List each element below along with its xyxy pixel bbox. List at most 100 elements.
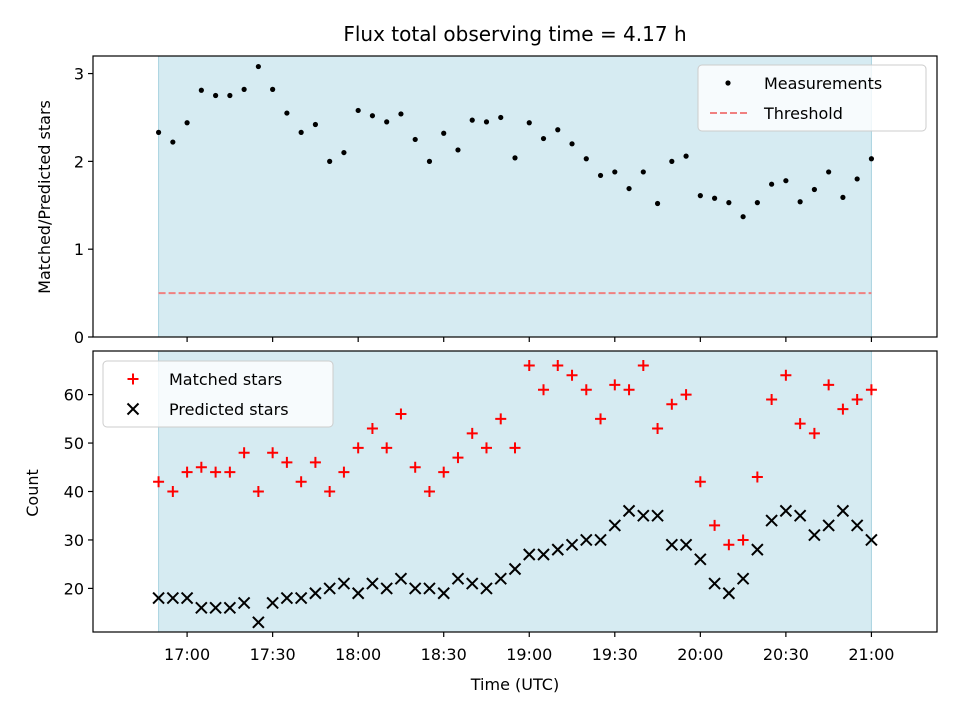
predicted-star-point [637, 509, 650, 522]
measurement-point [711, 195, 718, 201]
predicted-star-point [836, 504, 850, 518]
predicted-star-point [252, 616, 265, 629]
series-matched-stars [153, 360, 877, 551]
matched-star-point [737, 534, 749, 546]
matched-star-point [267, 447, 279, 459]
measurement-point [312, 121, 319, 128]
x-tick-label: 20:00 [677, 645, 723, 664]
predicted-star-point [266, 596, 279, 610]
measurement-point [398, 111, 404, 117]
legend-label: Measurements [764, 74, 882, 93]
matched-star-point [794, 418, 806, 430]
measurement-point [754, 200, 760, 206]
y-tick-label: 1 [74, 240, 84, 259]
matched-star-point [808, 427, 820, 439]
matched-star-point [395, 408, 407, 420]
legend-box [697, 64, 927, 132]
matched-star-point [623, 384, 635, 396]
matched-star-point [438, 466, 450, 478]
matched-star-point [680, 389, 692, 401]
matched-star-point [480, 442, 492, 454]
predicted-star-point [166, 591, 180, 605]
matched-star-point [823, 379, 835, 391]
predicted-star-point [423, 582, 436, 595]
matched-star-point [595, 413, 607, 425]
predicted-star-point [126, 402, 140, 416]
measurement-point [298, 129, 304, 135]
bottom-panel: 20 30 40 50 60 17:00 17:30 18:00 18:30 19:00 19:30… [64, 350, 938, 664]
matched-star-point [552, 360, 564, 372]
measurement-point [241, 86, 247, 92]
matched-star-point [381, 442, 393, 454]
matched-star-point [167, 486, 179, 497]
measurement-point [726, 200, 732, 206]
matched-star-point [338, 466, 350, 478]
measurement-point [826, 169, 832, 175]
predicted-star-point [480, 582, 493, 595]
predicted-star-point [551, 543, 564, 556]
measurement-point [498, 114, 504, 121]
measurement-point [483, 119, 490, 125]
matched-star-point [295, 476, 307, 488]
matched-star-point [366, 423, 378, 435]
measurement-point [797, 199, 803, 205]
predicted-star-point [152, 591, 165, 605]
predicted-star-point [822, 519, 835, 532]
matched-star-point [751, 471, 763, 483]
measurement-point [626, 185, 632, 192]
measurement-point [284, 110, 290, 116]
x-tick-label: 19:30 [592, 645, 638, 664]
predicted-star-point [594, 533, 607, 547]
measurement-point [540, 135, 547, 142]
legend-label: Matched stars [169, 370, 282, 389]
matched-star-point [153, 476, 165, 488]
matched-star-point [637, 360, 649, 372]
predicted-star-point [665, 538, 679, 552]
matched-star-point [324, 486, 336, 497]
matched-star-point [723, 539, 735, 551]
predicted-star-point [523, 548, 536, 561]
measurement-point [669, 158, 675, 164]
matched-star-point [127, 373, 139, 385]
legend-label: Threshold [763, 104, 843, 123]
measurement-point [213, 92, 219, 99]
matched-star-point [566, 369, 578, 381]
matched-star-point [865, 384, 877, 396]
matched-star-point [538, 384, 550, 396]
predicted-star-point [195, 601, 208, 614]
series-predicted-stars [152, 504, 878, 629]
predicted-star-point [309, 587, 322, 600]
measurement-point [683, 153, 689, 159]
series-measurements [155, 63, 875, 220]
measurement-point [227, 92, 233, 99]
predicted-star-point [351, 587, 365, 600]
matched-star-point [238, 447, 250, 459]
predicted-star-point [722, 587, 736, 600]
axes-frame [92, 55, 938, 338]
matched-star-point [652, 423, 664, 435]
predicted-star-point [508, 562, 522, 576]
predicted-star-point [394, 572, 408, 585]
matched-star-point [837, 403, 849, 415]
matched-star-point [452, 452, 464, 464]
measurement-point [597, 172, 604, 179]
x-tick-label: 19:00 [506, 645, 552, 664]
predicted-star-point [380, 582, 393, 595]
matched-star-point [423, 486, 435, 497]
x-axis-label: Time (UTC) [470, 675, 559, 694]
legend-box [102, 360, 334, 428]
x-tick-label: 17:30 [250, 645, 296, 664]
predicted-star-point [337, 577, 351, 590]
x-tick-label: 18:00 [335, 645, 381, 664]
matched-star-point [694, 476, 706, 488]
measurement-point [184, 120, 190, 126]
x-tick-label: 18:30 [421, 645, 467, 664]
predicted-star-point [323, 582, 336, 595]
x-tick-label: 17:00 [164, 645, 210, 664]
top-panel: 0 1 2 3 Measurements Threshold [74, 55, 938, 347]
chart-title: Flux total observing time = 4.17 h [343, 22, 686, 46]
matched-star-point [210, 466, 222, 478]
measurement-point [583, 156, 589, 162]
measurement-point [868, 156, 875, 162]
